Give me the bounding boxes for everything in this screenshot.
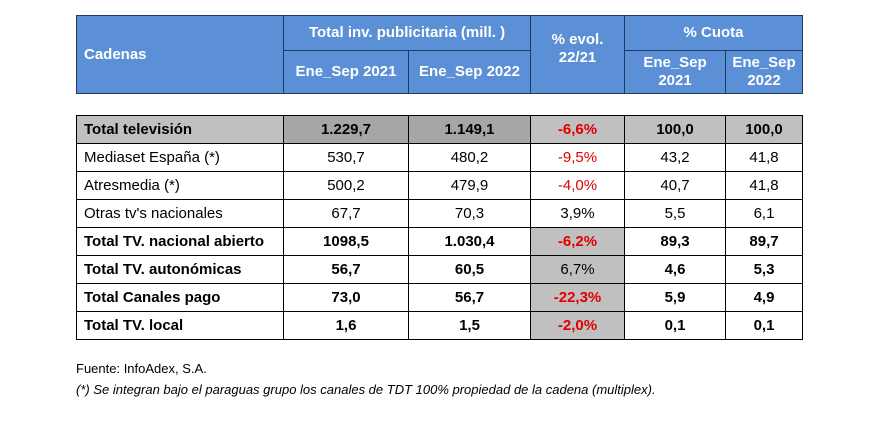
table-row-total-television: Total televisión 1.229,7 1.149,1 -6,6% 1…	[76, 115, 803, 144]
cell-inv-2022: 480,2	[408, 143, 531, 172]
row-name: Total TV. nacional abierto	[76, 227, 284, 256]
cell-cuota-2021: 43,2	[624, 143, 726, 172]
cell-cuota-2022: 5,3	[725, 255, 803, 284]
cell-cuota-2022: 100,0	[725, 115, 803, 144]
cell-inv-2021: 1098,5	[283, 227, 409, 256]
table-row-mediaset: Mediaset España (*) 530,7 480,2 -9,5% 43…	[76, 143, 803, 172]
table-row-local: Total TV. local 1,6 1,5 -2,0% 0,1 0,1	[76, 311, 803, 340]
row-name: Otras tv's nacionales	[76, 199, 284, 228]
header-cuota-2022-line1: Ene_Sep	[732, 54, 796, 71]
cell-cuota-2021: 100,0	[624, 115, 726, 144]
header-group-inversion: Total inv. publicitaria (mill. )	[282, 15, 532, 51]
row-name: Total TV. autonómicas	[76, 255, 284, 284]
cell-inv-2022: 60,5	[408, 255, 531, 284]
row-name: Total TV. local	[76, 311, 284, 340]
footnote: (*) Se integran bajo el paraguas grupo l…	[76, 382, 656, 397]
header-evol: % evol. 22/21	[530, 15, 626, 94]
cell-evol: 6,7%	[530, 255, 625, 284]
notes: Fuente: InfoAdex, S.A. (*) Se integran b…	[76, 358, 656, 400]
header-cadenas: Cadenas	[76, 15, 284, 94]
cell-cuota-2021: 5,5	[624, 199, 726, 228]
cell-inv-2021: 1,6	[283, 311, 409, 340]
cell-evol: -22,3%	[530, 283, 625, 312]
header-cuota-2022-line2: 2022	[747, 72, 781, 89]
cell-cuota-2021: 4,6	[624, 255, 726, 284]
row-name: Total televisión	[76, 115, 284, 144]
cell-inv-2022: 1,5	[408, 311, 531, 340]
cell-inv-2021: 530,7	[283, 143, 409, 172]
table-row-nacional-abierto: Total TV. nacional abierto 1098,5 1.030,…	[76, 227, 803, 256]
cell-inv-2021: 67,7	[283, 199, 409, 228]
cell-inv-2022: 70,3	[408, 199, 531, 228]
table-row-otras-nacionales: Otras tv's nacionales 67,7 70,3 3,9% 5,5…	[76, 199, 803, 228]
cell-evol: -6,2%	[530, 227, 625, 256]
cell-evol: -9,5%	[530, 143, 625, 172]
cell-cuota-2022: 6,1	[725, 199, 803, 228]
cell-inv-2022: 1.030,4	[408, 227, 531, 256]
data-table: Total televisión 1.229,7 1.149,1 -6,6% 1…	[76, 115, 803, 340]
cell-cuota-2021: 40,7	[624, 171, 726, 200]
cell-cuota-2021: 0,1	[624, 311, 726, 340]
table-row-canales-pago: Total Canales pago 73,0 56,7 -22,3% 5,9 …	[76, 283, 803, 312]
cell-cuota-2021: 5,9	[624, 283, 726, 312]
header-inv-2021: Ene_Sep 2021	[283, 50, 409, 94]
cell-inv-2022: 479,9	[408, 171, 531, 200]
cell-inv-2022: 56,7	[408, 283, 531, 312]
cell-cuota-2022: 4,9	[725, 283, 803, 312]
header-cuota-2022: Ene_Sep 2022	[725, 50, 804, 94]
header-inv-2022: Ene_Sep 2022	[407, 50, 532, 94]
table-row-atresmedia: Atresmedia (*) 500,2 479,9 -4,0% 40,7 41…	[76, 171, 803, 200]
row-name: Mediaset España (*)	[76, 143, 284, 172]
cell-evol: -4,0%	[530, 171, 625, 200]
cell-inv-2021: 56,7	[283, 255, 409, 284]
header-cuota-2021: Ene_Sep 2021	[624, 50, 727, 94]
cell-cuota-2022: 41,8	[725, 171, 803, 200]
header-group-cuota: % Cuota	[624, 15, 804, 51]
cell-cuota-2021: 89,3	[624, 227, 726, 256]
source-note: Fuente: InfoAdex, S.A.	[76, 361, 207, 376]
header-evol-line2: 22/21	[558, 49, 597, 66]
cell-inv-2021: 1.229,7	[283, 115, 409, 144]
cell-evol: -2,0%	[530, 311, 625, 340]
cell-cuota-2022: 89,7	[725, 227, 803, 256]
header-cuota-2021-line1: Ene_Sep	[643, 54, 707, 71]
row-name: Total Canales pago	[76, 283, 284, 312]
cell-cuota-2022: 41,8	[725, 143, 803, 172]
cell-evol: -6,6%	[530, 115, 625, 144]
cell-inv-2022: 1.149,1	[408, 115, 531, 144]
header-cuota-2021-line2: 2021	[658, 72, 692, 89]
cell-inv-2021: 73,0	[283, 283, 409, 312]
header-evol-line1: % evol.	[551, 31, 604, 48]
row-name: Atresmedia (*)	[76, 171, 284, 200]
header-table: Cadenas Total inv. publicitaria (mill. )…	[76, 15, 804, 94]
cell-cuota-2022: 0,1	[725, 311, 803, 340]
cell-inv-2021: 500,2	[283, 171, 409, 200]
table-row-autonomicas: Total TV. autonómicas 56,7 60,5 6,7% 4,6…	[76, 255, 803, 284]
cell-evol: 3,9%	[530, 199, 625, 228]
